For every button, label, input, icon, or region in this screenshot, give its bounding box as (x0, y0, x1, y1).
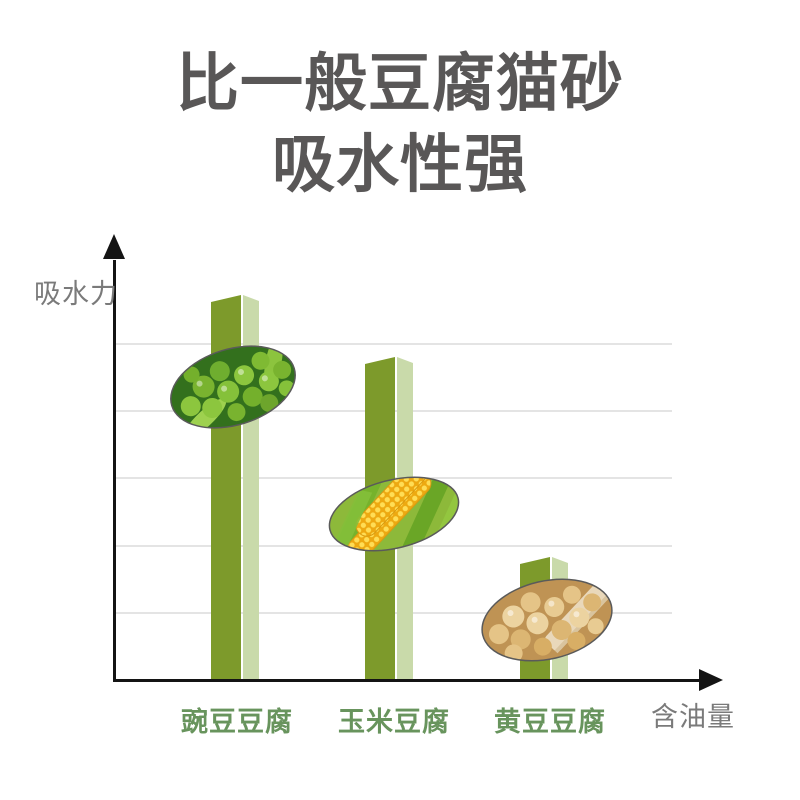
page-title: 比一般豆腐猫砂 吸水性强 (0, 44, 800, 206)
soybeans-photo (481, 575, 619, 663)
y-axis-label: 吸水力 (34, 279, 118, 309)
category-label-2: 黄豆豆腐 (494, 707, 606, 737)
x-axis-arrow-icon (699, 669, 723, 691)
category-label-1: 玉米豆腐 (338, 707, 450, 737)
category-label-0: 豌豆豆腐 (181, 707, 293, 737)
x-axis-label: 含油量 (651, 702, 735, 732)
gridline-0 (116, 343, 672, 345)
title-line-1: 比一般豆腐猫砂 (176, 49, 624, 119)
peas-photo (170, 336, 296, 439)
y-axis-arrow-icon (103, 234, 125, 259)
y-axis-line (113, 260, 116, 681)
title-line-2: 吸水性强 (272, 130, 528, 200)
x-axis-line (113, 679, 705, 682)
